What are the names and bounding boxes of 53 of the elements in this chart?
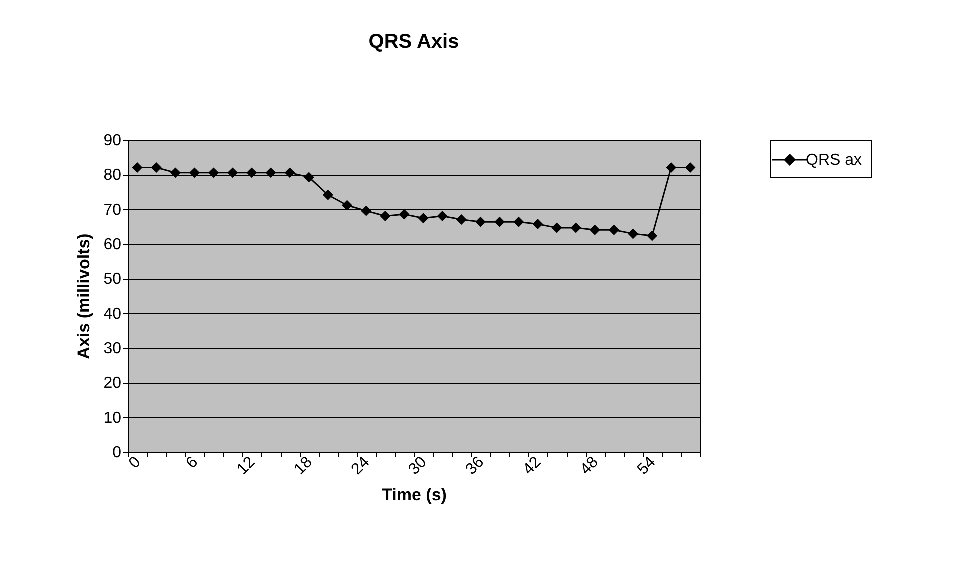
point	[342, 200, 353, 211]
point	[399, 209, 410, 220]
point	[666, 162, 677, 173]
point	[208, 168, 220, 178]
y-tick-label: 30	[104, 340, 122, 358]
point	[380, 211, 391, 222]
x-tick-label: 12	[234, 454, 259, 478]
point	[322, 190, 334, 200]
point	[628, 228, 639, 240]
x-tick-label: 48	[577, 454, 602, 478]
y-axis-title: Axis (millivolts)	[74, 234, 94, 360]
point	[151, 162, 162, 173]
point	[170, 168, 181, 178]
point	[532, 218, 544, 230]
point	[456, 214, 467, 225]
x-tick-label: 42	[520, 454, 545, 478]
y-tick-label: 20	[104, 375, 122, 392]
y-tick-label: 90	[104, 132, 122, 150]
x-tick-label: 36	[462, 454, 488, 478]
point	[590, 224, 600, 236]
y-tick-label: 10	[104, 410, 122, 427]
x-tick-label: 6	[183, 454, 202, 472]
point	[685, 162, 696, 173]
y-tick-label: 80	[104, 167, 122, 184]
point	[189, 168, 200, 178]
y-tick-label: 70	[104, 202, 122, 219]
point	[361, 206, 372, 216]
point	[570, 222, 582, 234]
point	[284, 168, 296, 178]
x-tick-label: 54	[634, 454, 660, 478]
x-tick-label: 30	[406, 454, 430, 478]
y-tick-label: 60	[104, 236, 122, 254]
point	[246, 168, 258, 178]
point	[132, 162, 143, 173]
point	[475, 216, 486, 228]
legend-label: QRS ax	[806, 152, 862, 169]
x-tick-label: 18	[291, 454, 316, 478]
point	[304, 172, 314, 183]
x-axis-title: Time (s)	[382, 486, 447, 505]
point	[418, 213, 429, 224]
point	[494, 216, 506, 228]
point	[552, 222, 562, 234]
point	[647, 230, 658, 242]
x-tick-label: 0	[126, 454, 144, 472]
chart-title: QRS Axis	[368, 31, 460, 53]
y-tick-label: 40	[104, 306, 122, 323]
y-tick-label: 50	[104, 271, 122, 288]
point	[608, 224, 620, 236]
point	[228, 168, 238, 178]
x-tick-label: 24	[348, 454, 374, 478]
point	[266, 168, 276, 178]
point	[514, 216, 524, 228]
point	[437, 211, 448, 222]
